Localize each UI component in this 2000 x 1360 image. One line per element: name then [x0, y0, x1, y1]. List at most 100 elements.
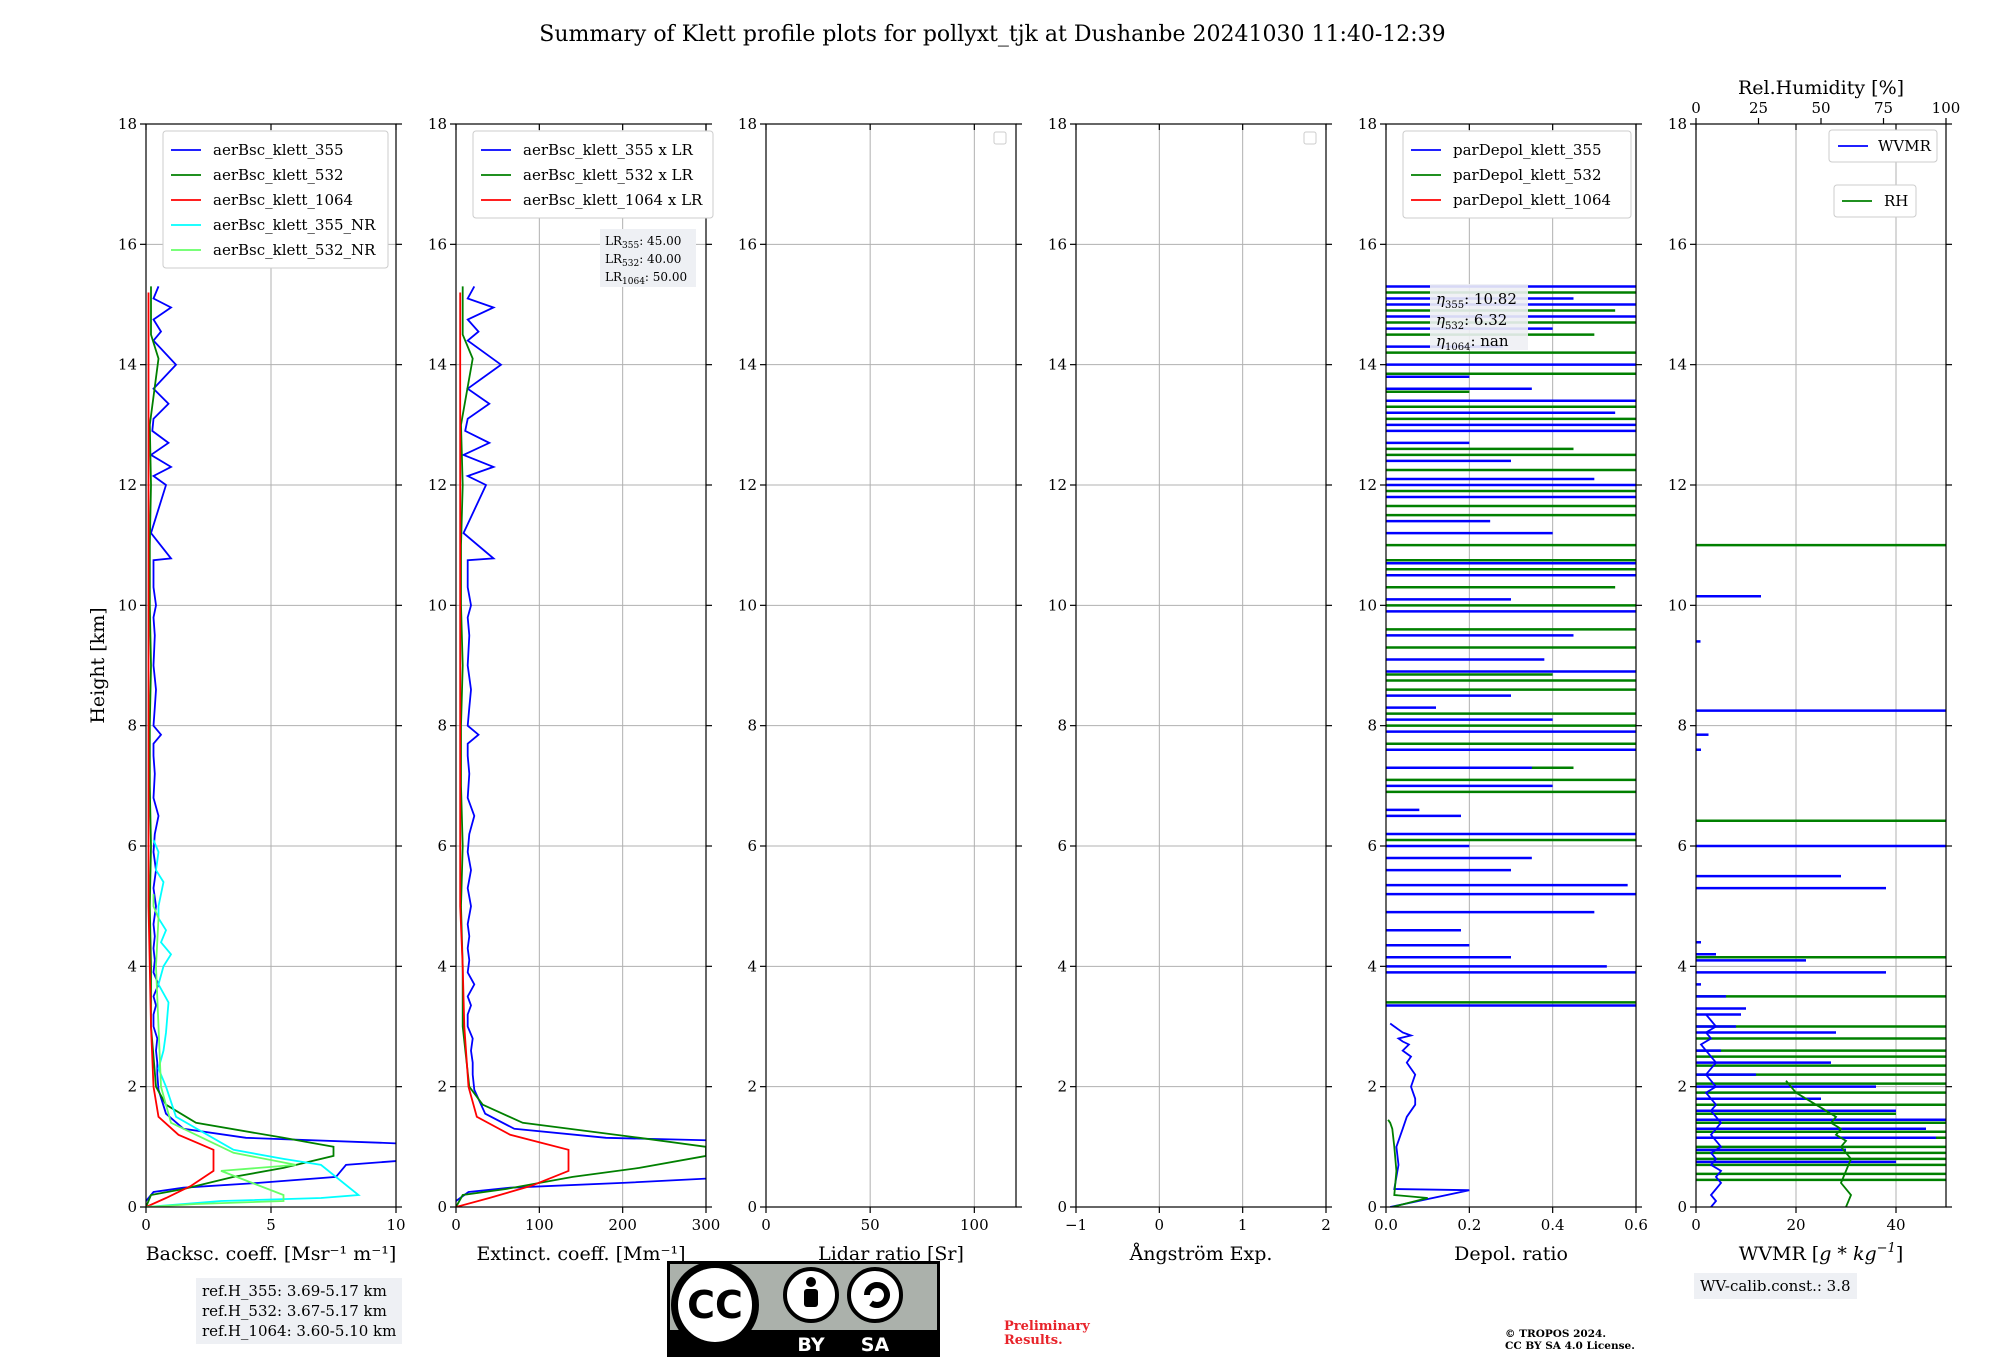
y-tick-label: 6: [1057, 837, 1067, 855]
y-tick-label: 18: [738, 115, 757, 133]
x-tick-label: 0.2: [1457, 1216, 1481, 1234]
xlabel-part: g * kg: [1819, 1243, 1876, 1265]
axes-frame: [1385, 123, 1637, 1208]
eta-sub: 532: [1445, 321, 1464, 332]
legend-label: RH: [1884, 192, 1908, 210]
lr-sub: 355: [622, 241, 639, 251]
y-tick-label: 12: [1048, 476, 1067, 494]
y-tick-label: 14: [1358, 356, 1377, 374]
legend-label: aerBsc_klett_355_NR: [213, 216, 376, 234]
y-tick-label: 4: [1367, 957, 1377, 975]
legend-label: parDepol_klett_1064: [1453, 191, 1611, 209]
ref-height-box: ref.H_355: 3.69-5.17 km ref.H_532: 3.67-…: [196, 1278, 403, 1344]
y-tick-label: 6: [127, 837, 137, 855]
lr-base: LR: [605, 270, 623, 284]
ref-height-355: ref.H_355: 3.69-5.17 km: [202, 1282, 387, 1300]
top-x-tick-label: 25: [1749, 99, 1768, 117]
lr-base: LR: [605, 234, 623, 248]
ref-height-1064: ref.H_1064: 3.60-5.10 km: [202, 1322, 397, 1340]
lr-label: LR355: 45.00: [605, 234, 681, 251]
y-axis-label: Height [km]: [87, 607, 109, 723]
y-tick-label: 6: [747, 837, 757, 855]
y-tick-label: 0: [1677, 1198, 1687, 1216]
ref-height-532: ref.H_532: 3.67-5.17 km: [202, 1302, 387, 1320]
y-tick-label: 4: [747, 957, 757, 975]
y-tick-label: 16: [1358, 235, 1377, 253]
series-aerBsc_klett_1064: [146, 292, 215, 1207]
legend-box-rh: [1833, 184, 1917, 218]
wv-calib-box: WV-calib.const.: 3.8: [1694, 1273, 1857, 1299]
y-tick-label: 6: [1367, 837, 1377, 855]
y-tick-label: 10: [428, 596, 447, 614]
copyright-line-2: CC BY SA 4.0 License.: [1505, 1340, 1635, 1352]
top-x-tick-label: 0: [1691, 99, 1701, 117]
legend-box-wvmr: [1828, 129, 1938, 163]
by-label: BY: [797, 1334, 824, 1356]
legend-label: aerBsc_klett_1064: [213, 191, 353, 209]
wv-calib-const: WV-calib.const.: 3.8: [1700, 1277, 1851, 1295]
y-tick-label: 14: [1048, 356, 1067, 374]
plot-area: [1386, 285, 1636, 1207]
preliminary-line-1: Preliminary: [1004, 1319, 1090, 1334]
preliminary-note: Preliminary Results.: [1004, 1320, 1090, 1348]
y-tick-label: 18: [118, 115, 137, 133]
y-tick-label: 2: [127, 1078, 137, 1096]
axes-frame: [1075, 123, 1327, 1208]
y-tick-label: 10: [738, 596, 757, 614]
y-tick-label: 6: [1677, 837, 1687, 855]
lr-val: : 50.00: [645, 270, 687, 284]
y-tick-label: 4: [1677, 957, 1687, 975]
y-tick-label: 14: [1668, 356, 1687, 374]
y-tick-label: 12: [1358, 476, 1377, 494]
copyright-line-1: © TROPOS 2024.: [1505, 1328, 1607, 1340]
lr-label: LR532: 40.00: [605, 252, 681, 269]
series-aerBsc_klett_355 x LR: [456, 285, 706, 1202]
sa-share-alike-icon: [847, 1267, 903, 1323]
eta-box: [1430, 284, 1528, 350]
series-aerBsc_klett_355: [146, 286, 396, 1202]
cc-by-sa-logo: CC BY SA: [667, 1261, 940, 1357]
y-tick-label: 16: [1048, 235, 1067, 253]
empty-legend-box: [993, 131, 1007, 145]
x-tick-label: 10: [386, 1216, 405, 1234]
y-tick-label: 8: [437, 717, 447, 735]
y-tick-label: 14: [428, 356, 447, 374]
x-tick-label: 300: [692, 1216, 721, 1234]
eta-symbol: η: [1436, 290, 1445, 308]
y-tick-label: 4: [127, 957, 137, 975]
x-axis-label: Extinct. coeff. [Mm⁻¹]: [476, 1243, 685, 1265]
y-tick-label: 4: [1057, 957, 1067, 975]
x-tick-label: 0.4: [1541, 1216, 1565, 1234]
y-tick-label: 14: [118, 356, 137, 374]
eta-label: η1064: nan: [1436, 332, 1509, 353]
eta-val: : nan: [1470, 332, 1508, 350]
x-axis-label: WVMR [g * kg−1]: [1739, 1241, 1903, 1265]
panel-extinction: 0 2 4 6 8 10 12 14 16 18 0 100 200 300 Extinct. coeff.…: [428, 115, 721, 1265]
series-parDepol_klett_532: [1387, 1119, 1428, 1207]
xlabel-exp: −1: [1877, 1241, 1896, 1256]
eta-symbol: η: [1436, 332, 1445, 350]
x-tick-label: 0: [761, 1216, 771, 1234]
x-tick-label: 0: [141, 1216, 151, 1234]
axes-frame: [455, 123, 707, 1208]
xlabel-part: WVMR [: [1739, 1243, 1819, 1265]
lr-sub: 532: [622, 259, 639, 269]
y-tick-label: 18: [1358, 115, 1377, 133]
figure-title: Summary of Klett profile plots for polly…: [539, 22, 1446, 47]
legend-label: aerBsc_klett_532 x LR: [523, 166, 694, 184]
x-tick-label: 0: [1691, 1216, 1701, 1234]
y-tick-label: 2: [1367, 1078, 1377, 1096]
y-tick-label: 12: [428, 476, 447, 494]
x-tick-label: 100: [525, 1216, 554, 1234]
x-tick-label: 5: [266, 1216, 276, 1234]
legend-box: [162, 130, 389, 269]
y-tick-label: 18: [1048, 115, 1067, 133]
series-aerBsc_klett_355_NR: [146, 839, 361, 1207]
preliminary-line-2: Results.: [1004, 1333, 1063, 1348]
y-tick-label: 8: [1057, 717, 1067, 735]
y-tick-label: 12: [118, 476, 137, 494]
panel-depol: 0 2 4 6 8 10 12 14 16 18 0.0 0.2 0.4 0.6 Depol. ratio p…: [1358, 115, 1648, 1265]
x-tick-label: 50: [861, 1216, 880, 1234]
x-tick-label: 0.0: [1374, 1216, 1398, 1234]
